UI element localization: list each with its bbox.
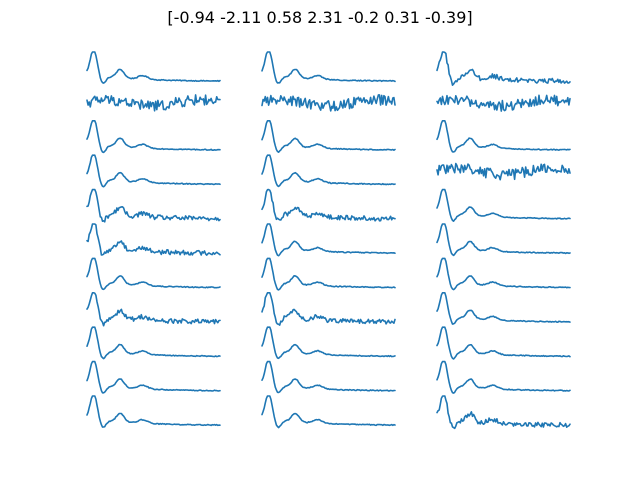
trace-col3-row1 — [436, 51, 571, 86]
trace-col3-row8 — [436, 292, 571, 325]
trace-col1-row7 — [86, 257, 221, 291]
trace-col2-row2 — [261, 94, 396, 112]
trace-col1-row2 — [86, 94, 221, 112]
trace-col3-row9 — [436, 326, 571, 360]
trace-col2-row1 — [261, 51, 396, 84]
trace-col1-row5 — [86, 188, 221, 223]
trace-col2-row11 — [261, 395, 396, 429]
trace-col1-row8 — [86, 292, 221, 327]
trace-col2-row6 — [261, 223, 396, 257]
trace-col2-row9 — [261, 326, 396, 360]
trace-col3-row7 — [436, 257, 571, 291]
trace-col3-row6 — [436, 223, 571, 257]
trace-col3-row4 — [436, 162, 571, 181]
trace-col2-row7 — [261, 257, 396, 291]
trace-col3-row3 — [436, 120, 571, 153]
trace-col3-row11 — [436, 395, 571, 430]
trace-col1-row3 — [86, 120, 221, 154]
trace-col1-row10 — [86, 360, 221, 394]
trace-col2-row8 — [261, 292, 396, 326]
trace-col3-row2 — [436, 94, 571, 112]
chart-title: [-0.94 -2.11 0.58 2.31 -0.2 0.31 -0.39] — [167, 8, 472, 27]
trace-col2-row10 — [261, 360, 396, 394]
trace-col3-row10 — [436, 360, 571, 394]
trace-col1-row9 — [86, 326, 221, 360]
trace-col2-row4 — [261, 154, 396, 188]
trace-col2-row3 — [261, 120, 396, 153]
panel-grid — [86, 51, 571, 430]
trace-col2-row5 — [261, 188, 396, 222]
trace-col1-row11 — [86, 395, 221, 428]
trace-col1-row6 — [86, 223, 221, 256]
trace-col1-row4 — [86, 154, 221, 188]
trace-col1-row1 — [86, 51, 221, 84]
trace-col3-row5 — [436, 188, 571, 222]
